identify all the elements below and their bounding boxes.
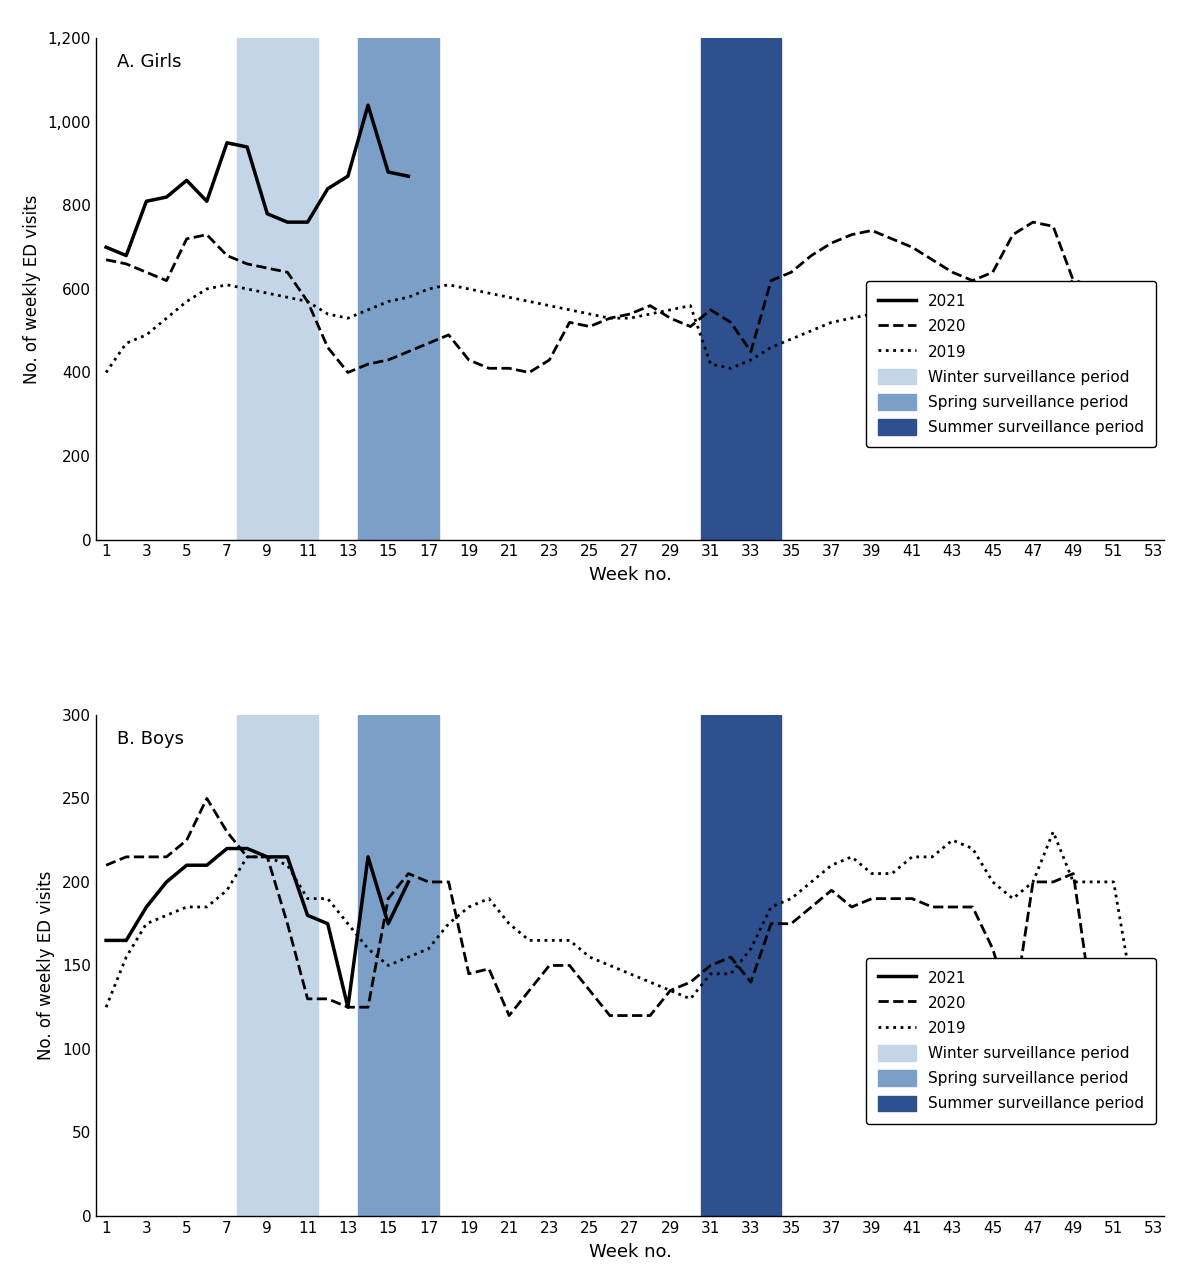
Legend: 2021, 2020, 2019, Winter surveillance period, Spring surveillance period, Summer: 2021, 2020, 2019, Winter surveillance pe… — [865, 282, 1157, 447]
Bar — [358, 38, 438, 539]
Bar — [358, 716, 438, 1216]
X-axis label: Week no.: Week no. — [588, 566, 672, 584]
Bar — [701, 38, 781, 539]
Text: A. Girls: A. Girls — [118, 54, 182, 72]
Y-axis label: No. of weekly ED visits: No. of weekly ED visits — [23, 195, 41, 384]
X-axis label: Week no.: Week no. — [588, 1243, 672, 1261]
Bar — [238, 38, 318, 539]
Text: B. Boys: B. Boys — [118, 730, 185, 748]
Y-axis label: No. of weekly ED visits: No. of weekly ED visits — [37, 870, 55, 1060]
Legend: 2021, 2020, 2019, Winter surveillance period, Spring surveillance period, Summer: 2021, 2020, 2019, Winter surveillance pe… — [865, 957, 1157, 1124]
Bar — [238, 716, 318, 1216]
Bar — [701, 716, 781, 1216]
